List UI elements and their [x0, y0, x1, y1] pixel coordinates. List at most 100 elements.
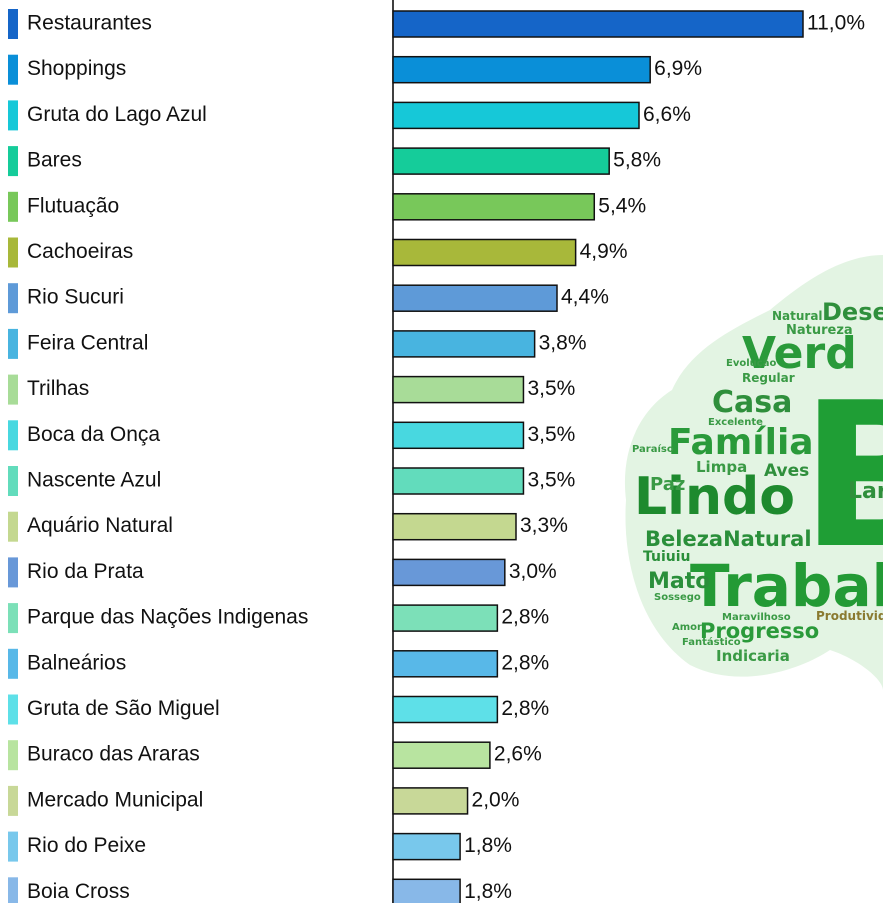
- legend-swatch: [8, 603, 18, 634]
- value-label: 4,4%: [561, 286, 609, 309]
- word: Lar: [848, 479, 883, 504]
- bar: [392, 238, 577, 267]
- legend-swatch: [8, 740, 18, 771]
- value-label: 3,0%: [509, 560, 557, 583]
- bar: [392, 741, 491, 769]
- category-label: Flutuação: [27, 194, 119, 217]
- legend-swatch: [8, 328, 18, 359]
- word: Paz: [650, 474, 685, 495]
- bar: [392, 421, 525, 450]
- word-cloud-shape: [624, 255, 883, 690]
- legend-swatch: [8, 877, 18, 903]
- bar: [392, 330, 536, 358]
- value-label: 3,5%: [527, 423, 575, 446]
- word: Dese: [822, 298, 883, 326]
- bar: [392, 467, 525, 495]
- bar: [392, 604, 499, 632]
- bar: [392, 650, 499, 678]
- value-label: 2,8%: [501, 697, 549, 720]
- value-label: 3,5%: [527, 469, 575, 492]
- value-label: 11,0%: [807, 12, 865, 35]
- value-label: 6,6%: [643, 103, 691, 126]
- word: Aves: [764, 461, 809, 481]
- category-label: Boca da Onça: [27, 423, 160, 446]
- legend-swatch: [8, 831, 18, 862]
- category-label: Bares: [27, 149, 82, 172]
- legend-swatch: [8, 54, 18, 85]
- bar: [392, 695, 499, 724]
- category-label: Buraco das Araras: [27, 743, 200, 766]
- category-label: Shoppings: [27, 57, 126, 80]
- category-label: Cachoeiras: [27, 240, 133, 263]
- bar: [392, 832, 461, 861]
- value-label: 4,9%: [580, 240, 628, 263]
- category-label: Aquário Natural: [27, 514, 173, 537]
- word: Tuiuiu: [643, 549, 691, 565]
- bar: [392, 10, 804, 38]
- word: Família: [668, 422, 814, 463]
- bar: [392, 147, 610, 175]
- category-label: Rio da Prata: [27, 560, 144, 583]
- value-label: 3,3%: [520, 514, 568, 537]
- word: Mato: [648, 569, 710, 594]
- value-label: 2,6%: [494, 743, 542, 766]
- value-label: 1,8%: [464, 834, 512, 857]
- legend-swatch: [8, 191, 18, 222]
- value-label: 2,8%: [501, 651, 549, 674]
- word: Natural: [772, 309, 823, 323]
- bar: [392, 101, 640, 130]
- category-label: Balneários: [27, 651, 126, 674]
- legend-swatch: [8, 146, 18, 177]
- value-label: 2,8%: [501, 606, 549, 629]
- value-label: 3,5%: [527, 377, 575, 400]
- word: Indicaria: [716, 647, 790, 665]
- bar: [392, 55, 651, 84]
- bar: [392, 193, 596, 221]
- value-label: 2,0%: [472, 788, 520, 811]
- legend-swatch: [8, 511, 18, 542]
- legend-swatch: [8, 283, 18, 314]
- word: Fantástico: [682, 636, 741, 648]
- word: Limpa: [696, 458, 747, 476]
- bar: [392, 787, 469, 815]
- word: Casa: [712, 385, 792, 420]
- value-label: 5,8%: [613, 149, 661, 172]
- legend-swatch: [8, 9, 18, 39]
- word: Evolução: [726, 358, 776, 369]
- legend-swatch: [8, 648, 18, 679]
- word: BelezaNatural: [645, 527, 812, 551]
- word: Lindo: [634, 467, 795, 527]
- value-label: 3,8%: [539, 331, 587, 354]
- category-label: Restaurantes: [27, 12, 152, 35]
- bar: [392, 558, 506, 587]
- category-label: Parque das Nações Indigenas: [27, 606, 308, 629]
- category-label: Trilhas: [27, 377, 89, 400]
- word: Maravilhoso: [722, 612, 791, 623]
- word: B: [800, 360, 883, 593]
- category-label: Nascente Azul: [27, 469, 161, 492]
- category-label: Mercado Municipal: [27, 788, 203, 811]
- word: Trabalh: [690, 552, 883, 620]
- value-label: 6,9%: [654, 57, 702, 80]
- legend-swatch: [8, 374, 18, 405]
- word: Sossego: [654, 592, 701, 603]
- word: Progresso: [700, 619, 819, 643]
- category-label: Gruta de São Miguel: [27, 697, 220, 720]
- word: Paraíso: [632, 443, 674, 455]
- legend-swatch: [8, 785, 18, 816]
- legend-swatch: [8, 557, 18, 588]
- legend-swatch: [8, 694, 18, 725]
- word: Amor: [672, 622, 702, 633]
- category-label: Feira Central: [27, 331, 148, 354]
- bar: [392, 375, 525, 404]
- word: Verd: [742, 328, 857, 379]
- legend-swatch: [8, 420, 18, 451]
- category-label: Gruta do Lago Azul: [27, 103, 207, 126]
- category-label: Boia Cross: [27, 880, 130, 903]
- bar: [392, 878, 461, 903]
- word: Produtividade: [816, 609, 883, 623]
- bar: [392, 284, 558, 312]
- value-label: 1,8%: [464, 880, 512, 903]
